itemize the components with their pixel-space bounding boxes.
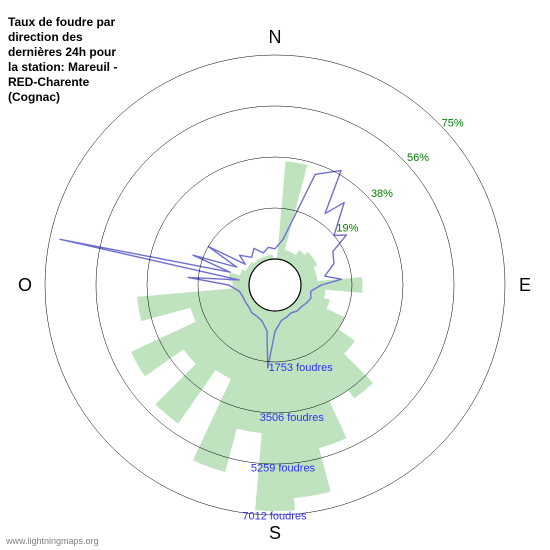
chart-title: Taux de foudre par direction des dernièr… [8,15,118,105]
cardinal-n: N [269,27,282,47]
percent-label: 56% [407,152,429,164]
center-hole [249,259,301,311]
percent-label: 75% [442,117,464,129]
count-label: 7012 foudres [242,511,307,523]
count-label: 5259 foudres [251,462,316,474]
percent-label: 19% [336,223,358,235]
percent-label: 38% [371,188,393,200]
cardinal-o: O [18,275,32,295]
polar-chart: N E S O 19% 38% 56% 75% 1753 foudres 3506 foudres… [0,0,550,550]
bar-sector [277,162,307,260]
cardinal-s: S [269,523,281,543]
footer-attribution: www.lightningmaps.org [6,536,99,546]
cardinal-e: E [519,275,531,295]
count-label: 3506 foudres [260,412,325,424]
count-label: 1753 foudres [269,362,334,374]
